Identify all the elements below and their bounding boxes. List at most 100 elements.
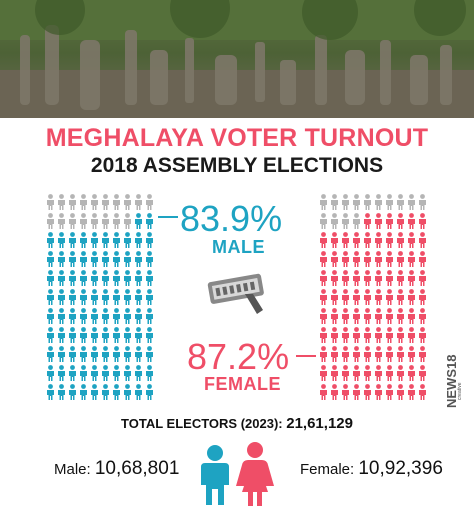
person-icon [113, 365, 120, 381]
person-icon [353, 270, 360, 286]
person-icon [47, 365, 54, 381]
person-icon [135, 308, 142, 324]
male-count-label: Male: [54, 461, 91, 478]
person-icon [102, 213, 109, 229]
person-icon [80, 251, 87, 267]
person-icon [331, 251, 338, 267]
female-count-value: 10,92,396 [358, 458, 443, 479]
person-icon [80, 346, 87, 362]
header-photo [0, 0, 474, 118]
person-icon [320, 384, 327, 400]
person-icon [102, 384, 109, 400]
person-icon [146, 251, 153, 267]
person-icon [419, 270, 426, 286]
person-icon [320, 327, 327, 343]
person-icon [58, 384, 65, 400]
person-icon [146, 289, 153, 305]
man-icon [201, 445, 229, 505]
person-icon [364, 251, 371, 267]
person-icon [146, 365, 153, 381]
person-icon [58, 346, 65, 362]
person-icon [375, 327, 382, 343]
person-icon [320, 213, 327, 229]
page-subtitle: 2018 ASSEMBLY ELECTIONS [90, 154, 384, 177]
person-icon [342, 327, 349, 343]
person-icon [375, 251, 382, 267]
person-icon [364, 308, 371, 324]
person-icon [124, 289, 131, 305]
person-icon [113, 346, 120, 362]
person-icon [124, 270, 131, 286]
person-icon [146, 346, 153, 362]
person-icon [353, 365, 360, 381]
person-icon [375, 232, 382, 248]
person-icon [135, 194, 142, 210]
person-icon [353, 251, 360, 267]
person-icon [364, 194, 371, 210]
person-icon [91, 194, 98, 210]
person-icon [353, 289, 360, 305]
person-icon [386, 232, 393, 248]
person-icon [331, 213, 338, 229]
person-icon [124, 251, 131, 267]
person-icon [102, 251, 109, 267]
person-icon [397, 384, 404, 400]
person-icon [91, 365, 98, 381]
person-icon [364, 213, 371, 229]
male-count-value: 10,68,801 [94, 458, 180, 479]
person-icon [80, 194, 87, 210]
person-icon [58, 251, 65, 267]
person-icon [58, 194, 65, 210]
person-icon [58, 289, 65, 305]
person-icon [375, 384, 382, 400]
female-people-grid [320, 194, 426, 400]
person-icon [375, 289, 382, 305]
person-icon [408, 346, 415, 362]
person-icon [102, 194, 109, 210]
person-icon [135, 346, 142, 362]
person-icon [146, 384, 153, 400]
male-turnout-percent: 83.9% [180, 198, 283, 239]
woman-icon [236, 442, 274, 506]
person-icon [364, 289, 371, 305]
person-icon [47, 384, 54, 400]
person-icon [386, 384, 393, 400]
person-icon [342, 232, 349, 248]
person-icon [135, 232, 142, 248]
person-icon [386, 308, 393, 324]
person-icon [419, 365, 426, 381]
male-count: Male: 10,68,801 [54, 458, 179, 480]
person-icon [113, 194, 120, 210]
person-icon [146, 308, 153, 324]
person-icon [320, 232, 327, 248]
person-icon [342, 251, 349, 267]
person-icon [386, 365, 393, 381]
male-connector-line [158, 216, 178, 218]
person-icon [419, 251, 426, 267]
person-icon [419, 308, 426, 324]
person-icon [386, 213, 393, 229]
person-icon [386, 327, 393, 343]
total-electors-label: TOTAL ELECTORS (2023): [121, 416, 283, 431]
person-icon [91, 289, 98, 305]
person-icon [320, 289, 327, 305]
person-icon [408, 327, 415, 343]
person-icon [58, 232, 65, 248]
person-icon [124, 232, 131, 248]
person-icon [342, 270, 349, 286]
person-icon [397, 251, 404, 267]
person-icon [69, 194, 76, 210]
person-icon [47, 308, 54, 324]
person-icon [397, 232, 404, 248]
person-icon [102, 289, 109, 305]
person-icon [342, 308, 349, 324]
person-icon [353, 346, 360, 362]
voting-machine-icon [207, 273, 264, 314]
person-icon [135, 213, 142, 229]
person-icon [353, 232, 360, 248]
person-icon [320, 308, 327, 324]
total-electors-value: 21,61,129 [286, 415, 353, 432]
person-icon [69, 308, 76, 324]
person-icon [397, 213, 404, 229]
person-icon [91, 251, 98, 267]
